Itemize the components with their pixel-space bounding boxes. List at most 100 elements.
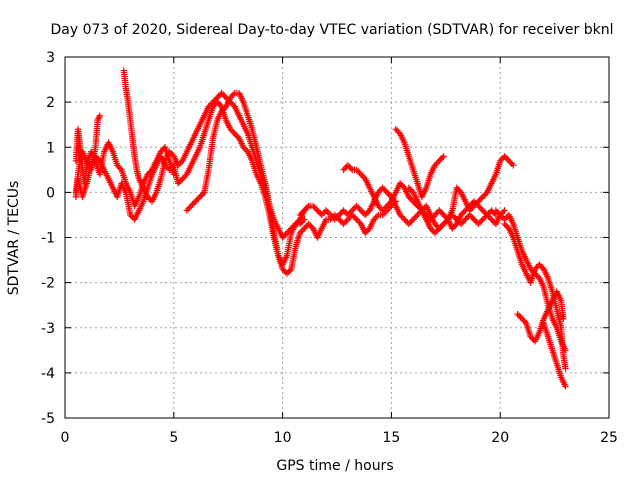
data-point	[212, 95, 220, 103]
data-point	[301, 216, 308, 223]
data-point	[379, 184, 386, 192]
data-point	[431, 162, 439, 169]
data-point	[231, 130, 238, 137]
data-point	[514, 311, 521, 318]
data-point	[309, 202, 317, 210]
data-point	[198, 192, 205, 199]
y-tick-label: -3	[41, 321, 55, 337]
data-point	[177, 177, 185, 184]
x-tick-label: 15	[382, 430, 400, 446]
data-point	[320, 210, 327, 217]
data-point	[562, 383, 569, 390]
x-tick-label: 20	[491, 430, 509, 446]
data-point	[383, 189, 391, 196]
data-point	[502, 222, 510, 229]
data-point	[340, 220, 347, 228]
data-point	[286, 226, 294, 234]
x-tick-label: 5	[169, 430, 178, 446]
data-point	[478, 205, 485, 213]
series-track-8	[392, 126, 447, 201]
data-point	[116, 165, 124, 172]
data-point	[312, 205, 320, 213]
data-point	[215, 100, 222, 107]
data-point	[188, 202, 195, 210]
data-point	[478, 195, 485, 202]
data-point	[298, 210, 305, 217]
data-point	[459, 210, 466, 217]
data-point	[472, 217, 479, 225]
data-point	[298, 219, 305, 226]
data-point	[504, 223, 511, 231]
data-point	[492, 207, 500, 214]
data-point	[485, 210, 492, 217]
data-point	[196, 193, 204, 201]
series-track-1	[72, 126, 177, 210]
data-point	[334, 213, 341, 220]
series-track-5	[183, 89, 399, 277]
data-point	[407, 186, 414, 193]
data-point	[479, 193, 486, 201]
data-point	[95, 113, 103, 121]
data-point	[520, 317, 527, 324]
data-point	[478, 217, 485, 225]
data-point	[405, 184, 413, 192]
data-point	[467, 213, 475, 220]
data-point	[405, 220, 413, 228]
data-point	[359, 172, 366, 180]
data-point	[402, 217, 410, 225]
data-point	[230, 91, 237, 98]
data-point	[395, 129, 402, 136]
data-point	[189, 201, 196, 208]
data-point	[475, 220, 482, 228]
data-point	[344, 211, 352, 219]
data-point	[340, 166, 347, 174]
data-point	[399, 183, 407, 190]
data-point	[396, 211, 404, 219]
data-point	[452, 222, 459, 229]
data-point	[341, 208, 349, 216]
data-point	[241, 145, 249, 152]
data-point	[359, 208, 366, 216]
data-point	[433, 222, 440, 229]
data-point	[214, 94, 221, 101]
data-point	[411, 214, 418, 222]
data-point	[354, 217, 362, 225]
data-point	[350, 213, 357, 220]
data-point	[176, 160, 183, 167]
data-point	[438, 222, 446, 229]
data-point	[449, 225, 456, 232]
data-point	[354, 204, 362, 211]
data-point	[145, 195, 153, 202]
data-point	[437, 208, 444, 216]
data-point	[462, 216, 469, 223]
data-point	[364, 208, 372, 216]
data-point	[405, 193, 413, 201]
data-point	[479, 207, 486, 214]
data-point	[412, 213, 420, 220]
data-point	[394, 127, 401, 134]
data-point	[450, 223, 457, 231]
data-point	[456, 187, 463, 195]
data-point	[507, 159, 514, 166]
data-point	[475, 198, 482, 205]
data-point	[114, 162, 121, 169]
data-point	[486, 214, 494, 222]
data-point	[408, 217, 415, 225]
data-point	[370, 216, 378, 223]
data-point	[476, 204, 484, 211]
data-point	[228, 92, 236, 100]
data-point	[215, 92, 222, 100]
y-tick-label: -4	[41, 366, 55, 382]
x-tick-label: 10	[274, 430, 292, 446]
data-point	[211, 97, 218, 104]
data-point	[283, 270, 291, 277]
data-point	[291, 222, 298, 229]
data-point	[208, 100, 215, 107]
data-point	[337, 217, 344, 225]
data-point	[183, 207, 191, 214]
data-point	[376, 187, 383, 195]
data-point	[279, 234, 286, 241]
data-point	[174, 180, 182, 187]
data-point	[504, 156, 511, 163]
data-point	[166, 148, 173, 155]
